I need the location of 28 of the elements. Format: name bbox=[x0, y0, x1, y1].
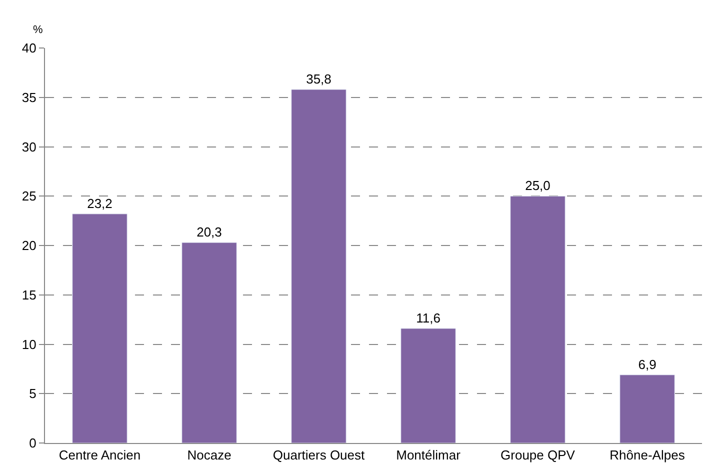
x-tick-label: Montélimar bbox=[396, 448, 462, 463]
y-tick-label: 25 bbox=[22, 188, 36, 204]
data-label: 35,8 bbox=[306, 71, 332, 86]
x-tick-label: Quartiers Ouest bbox=[272, 448, 366, 463]
y-tick-label: 10 bbox=[22, 336, 36, 352]
x-tick-label: Nocaze bbox=[187, 448, 232, 463]
bar bbox=[291, 89, 346, 443]
x-tick-label: Centre Ancien bbox=[58, 448, 141, 463]
y-axis-title: % bbox=[33, 24, 43, 36]
data-label: 20,3 bbox=[196, 224, 222, 240]
data-label: 23,2 bbox=[87, 196, 112, 211]
y-tick-label: 15 bbox=[22, 287, 36, 302]
bar bbox=[182, 242, 237, 443]
data-label: 6,9 bbox=[638, 356, 656, 372]
bar bbox=[400, 328, 456, 443]
y-tick-label: 0 bbox=[29, 436, 36, 451]
y-tick-label: 40 bbox=[22, 40, 36, 56]
x-tick-label: Rhône-Alpes bbox=[610, 448, 686, 463]
y-tick-label: 35 bbox=[22, 90, 36, 105]
bar bbox=[72, 214, 128, 443]
x-tick-label: Groupe QPV bbox=[500, 448, 576, 463]
y-tick-label: 20 bbox=[22, 238, 36, 254]
data-label: 11,6 bbox=[416, 310, 440, 326]
bar bbox=[510, 196, 566, 443]
y-tick-label: 5 bbox=[29, 386, 36, 402]
data-label: 25,0 bbox=[525, 178, 550, 194]
bar bbox=[620, 374, 675, 443]
y-tick-label: 30 bbox=[22, 139, 36, 154]
